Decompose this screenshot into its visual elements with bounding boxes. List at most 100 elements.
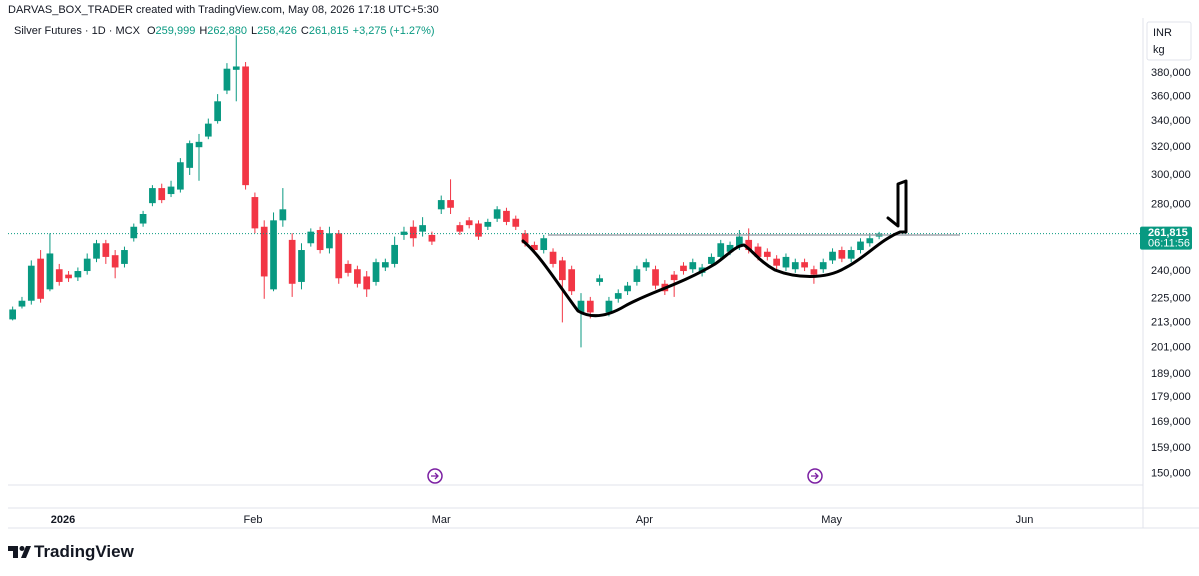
candle-body <box>577 300 585 313</box>
candle-body <box>279 209 287 221</box>
brand: TradingView <box>34 542 134 561</box>
candle-body <box>633 269 641 282</box>
candle-body <box>381 262 389 268</box>
candle-body <box>465 220 473 226</box>
x-tick-label: Mar <box>432 514 451 526</box>
candle-body <box>596 278 603 282</box>
candle-body <box>763 251 771 257</box>
candle-body <box>298 250 305 282</box>
unit-box <box>1146 21 1192 61</box>
candle-body <box>512 218 520 227</box>
legend-change: +3,275 (+1.27%) <box>352 25 435 37</box>
ohlc-legend: Silver Futures · 1D · MCX O259,999 H262,8… <box>14 25 435 37</box>
candle-body <box>232 66 240 70</box>
candle-body <box>251 197 259 229</box>
candle-body <box>680 265 687 272</box>
candle-body <box>46 253 54 290</box>
candle-body <box>437 200 445 210</box>
candle-body <box>409 226 417 239</box>
candle-body <box>149 188 156 204</box>
candle-body <box>549 251 557 264</box>
candle-body <box>791 262 799 270</box>
x-tick-label: 2026 <box>51 514 75 526</box>
candle-body <box>391 244 399 264</box>
candle-body <box>335 233 343 279</box>
candle-body <box>139 214 147 224</box>
legend-key: C <box>300 25 309 37</box>
candle-body <box>708 256 715 264</box>
candle-body <box>83 258 91 272</box>
legend-key: O <box>146 25 156 37</box>
candle-body <box>400 231 408 235</box>
y-tick-label: 169,000 <box>1151 416 1191 428</box>
last-price-box <box>1140 226 1192 250</box>
candle-body <box>726 244 734 252</box>
y-tick-label: 201,000 <box>1151 341 1191 353</box>
candle-body <box>9 309 17 320</box>
candle-body <box>857 241 864 251</box>
candle-body <box>214 101 221 122</box>
candle-body <box>111 255 119 268</box>
candle-body <box>540 238 548 251</box>
candle-body <box>121 250 128 264</box>
currency: INR <box>1153 27 1172 39</box>
candle-body <box>521 233 529 244</box>
candle-body <box>158 188 166 201</box>
x-tick-label: Jun <box>1016 514 1034 526</box>
y-tick-label: 280,000 <box>1151 199 1191 211</box>
y-tick-label: 240,000 <box>1151 265 1191 277</box>
event-icon[interactable] <box>807 468 823 484</box>
candle-body <box>447 200 454 208</box>
y-tick-label: 159,000 <box>1151 442 1191 454</box>
y-tick-label: 360,000 <box>1151 90 1191 102</box>
candle-body <box>736 236 743 247</box>
candle-body <box>130 226 138 239</box>
candle-body <box>428 234 436 242</box>
candle-body <box>605 300 613 313</box>
last-price-label: 261,815 <box>1148 227 1188 239</box>
unit: kg <box>1153 44 1165 56</box>
candle-body <box>260 226 268 277</box>
candle-body <box>316 230 324 251</box>
candle-body <box>717 243 725 257</box>
y-tick-label: 189,000 <box>1151 368 1191 380</box>
candle-body <box>624 285 631 292</box>
countdown: 06:11:56 <box>1148 237 1190 249</box>
candle-body <box>773 258 780 266</box>
candle-body <box>531 244 538 251</box>
candle-body <box>93 243 100 259</box>
symbol: Silver Futures · 1D · MCX <box>14 25 140 37</box>
legend-key: H <box>199 25 208 37</box>
candle-body <box>847 250 855 259</box>
candle-body <box>37 258 44 299</box>
y-tick-label: 213,000 <box>1151 316 1191 328</box>
event-icon[interactable] <box>427 468 443 484</box>
candle-body <box>614 293 622 299</box>
y-tick-label: 340,000 <box>1151 115 1191 127</box>
candle-body <box>456 225 464 232</box>
candle-body <box>27 265 35 301</box>
candle-body <box>754 246 762 257</box>
x-tick-label: May <box>821 514 842 526</box>
y-tick-label: 320,000 <box>1151 141 1191 153</box>
candle-body <box>568 269 576 292</box>
candle-body <box>819 262 827 270</box>
candle-body <box>186 143 194 168</box>
candle-body <box>838 250 846 259</box>
legend-value: 258,426 <box>257 25 297 37</box>
candle-body <box>177 162 184 190</box>
candle-body <box>689 262 697 270</box>
candle-body <box>642 262 650 268</box>
candle-body <box>288 239 296 284</box>
candle-body <box>195 141 203 148</box>
candle-body <box>363 276 371 290</box>
candle-body <box>307 231 315 244</box>
candle-body <box>372 262 380 282</box>
candle-body <box>18 300 26 307</box>
cup-drawing <box>521 179 908 318</box>
candle-body <box>475 223 482 237</box>
legend-key: L <box>251 25 258 37</box>
candle-body <box>242 66 249 186</box>
candle-body <box>354 269 361 284</box>
candle-body <box>652 269 659 286</box>
